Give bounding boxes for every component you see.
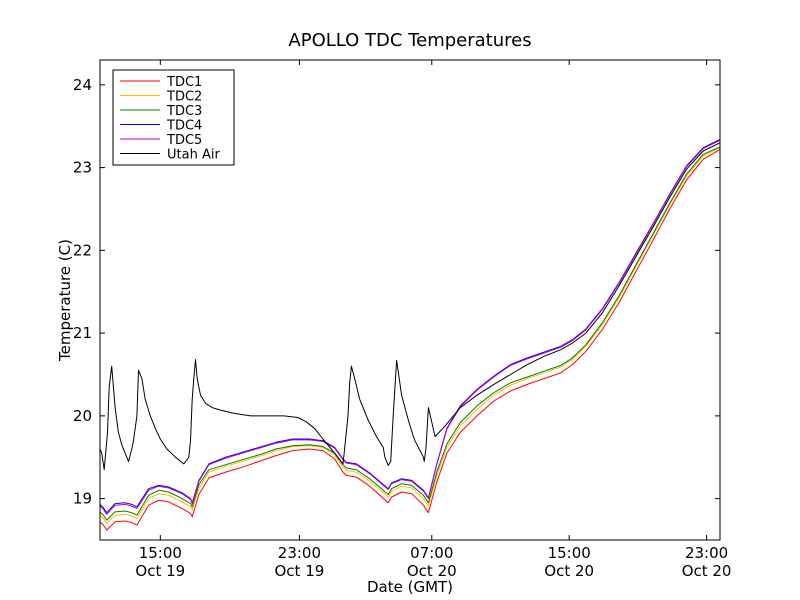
- x-tick-label-date: Oct 19: [275, 562, 325, 580]
- x-tick-label-time: 23:00: [278, 544, 321, 562]
- x-tick-label-time: 15:00: [139, 544, 182, 562]
- legend-label-tdc2: TDC2: [166, 90, 202, 105]
- x-tick-label-date: Oct 20: [682, 562, 732, 580]
- legend-label-utah-air: Utah Air: [167, 148, 220, 163]
- series-line-tdc2: [99, 147, 721, 524]
- x-tick-label-date: Oct 19: [135, 562, 185, 580]
- plot-frame: [99, 59, 721, 541]
- y-tick-label: 24: [73, 76, 92, 94]
- legend-label-tdc4: TDC4: [166, 119, 202, 134]
- x-tick-label-date: Oct 20: [544, 562, 594, 580]
- legend-box: [112, 69, 235, 166]
- x-tick-label-time: 15:00: [548, 544, 591, 562]
- y-tick-label: 19: [73, 490, 92, 508]
- x-axis-title: Date (GMT): [367, 578, 453, 596]
- x-tick-label-time: 07:00: [410, 544, 453, 562]
- y-tick-label: 20: [73, 407, 92, 425]
- series-line-tdc3: [99, 146, 721, 521]
- series-line-utah-air: [99, 142, 721, 471]
- y-axis-title: Temperature (C): [56, 239, 74, 362]
- x-tick-label-time: 23:00: [685, 544, 728, 562]
- series-line-tdc4: [99, 138, 721, 514]
- series-line-tdc1: [99, 148, 721, 531]
- series-layer: [99, 138, 721, 531]
- y-tick-label: 22: [73, 241, 92, 259]
- legend-label-tdc5: TDC5: [166, 133, 202, 148]
- y-tick-label: 23: [73, 159, 92, 177]
- chart-title: APOLLO TDC Temperatures: [288, 30, 531, 51]
- x-tick-label-date: Oct 20: [407, 562, 457, 580]
- y-tick-label: 21: [73, 324, 92, 342]
- legend-label-tdc1: TDC1: [166, 75, 202, 90]
- series-line-tdc5: [99, 139, 721, 515]
- legend-label-tdc3: TDC3: [166, 104, 202, 119]
